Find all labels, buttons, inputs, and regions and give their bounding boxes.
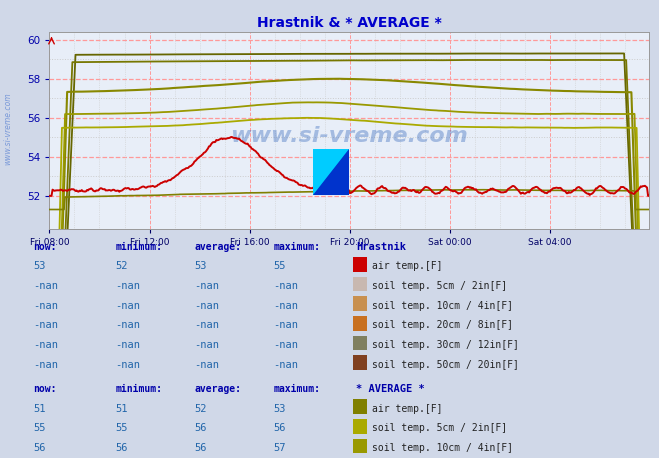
Text: 56: 56 [33, 443, 45, 453]
Text: -nan: -nan [115, 281, 140, 291]
Text: 55: 55 [273, 262, 286, 271]
Text: maximum:: maximum: [273, 242, 320, 251]
Text: * AVERAGE *: * AVERAGE * [356, 384, 424, 394]
Text: minimum:: minimum: [115, 242, 162, 251]
Text: -nan: -nan [115, 301, 140, 311]
Text: -nan: -nan [194, 360, 219, 370]
Text: -nan: -nan [194, 321, 219, 330]
Text: -nan: -nan [273, 281, 299, 291]
Text: www.si-vreme.com: www.si-vreme.com [231, 126, 468, 147]
Text: 51: 51 [33, 404, 45, 414]
Text: now:: now: [33, 384, 57, 394]
Text: -nan: -nan [194, 281, 219, 291]
Text: 51: 51 [115, 404, 128, 414]
Text: -nan: -nan [33, 281, 58, 291]
Text: -nan: -nan [273, 340, 299, 350]
Text: soil temp. 20cm / 8in[F]: soil temp. 20cm / 8in[F] [372, 321, 513, 330]
Text: -nan: -nan [194, 301, 219, 311]
Text: -nan: -nan [273, 301, 299, 311]
Text: 53: 53 [273, 404, 286, 414]
Polygon shape [313, 149, 339, 181]
Text: average:: average: [194, 384, 241, 394]
Text: 52: 52 [194, 404, 207, 414]
Text: soil temp. 5cm / 2in[F]: soil temp. 5cm / 2in[F] [372, 424, 507, 433]
Text: -nan: -nan [115, 321, 140, 330]
Text: 52: 52 [115, 262, 128, 271]
Text: air temp.[F]: air temp.[F] [372, 404, 443, 414]
Text: 56: 56 [194, 443, 207, 453]
Text: 57: 57 [273, 443, 286, 453]
Text: 56: 56 [273, 424, 286, 433]
Text: -nan: -nan [273, 321, 299, 330]
Text: www.si-vreme.com: www.si-vreme.com [3, 92, 13, 164]
Text: 56: 56 [115, 443, 128, 453]
Text: -nan: -nan [194, 340, 219, 350]
Text: 53: 53 [194, 262, 207, 271]
Text: 56: 56 [194, 424, 207, 433]
Text: -nan: -nan [33, 301, 58, 311]
Text: -nan: -nan [33, 360, 58, 370]
Polygon shape [313, 149, 349, 195]
Text: 55: 55 [115, 424, 128, 433]
Text: soil temp. 50cm / 20in[F]: soil temp. 50cm / 20in[F] [372, 360, 519, 370]
Text: soil temp. 10cm / 4in[F]: soil temp. 10cm / 4in[F] [372, 443, 513, 453]
Text: -nan: -nan [115, 360, 140, 370]
Text: -nan: -nan [115, 340, 140, 350]
Text: soil temp. 5cm / 2in[F]: soil temp. 5cm / 2in[F] [372, 281, 507, 291]
Text: soil temp. 10cm / 4in[F]: soil temp. 10cm / 4in[F] [372, 301, 513, 311]
Text: air temp.[F]: air temp.[F] [372, 262, 443, 271]
Text: soil temp. 30cm / 12in[F]: soil temp. 30cm / 12in[F] [372, 340, 519, 350]
Text: 53: 53 [33, 262, 45, 271]
Text: -nan: -nan [33, 321, 58, 330]
Polygon shape [313, 149, 349, 195]
Polygon shape [313, 149, 349, 195]
Text: 55: 55 [33, 424, 45, 433]
Text: -nan: -nan [33, 340, 58, 350]
Text: minimum:: minimum: [115, 384, 162, 394]
Text: average:: average: [194, 242, 241, 251]
Text: Hrastnik: Hrastnik [356, 242, 406, 251]
Text: -nan: -nan [273, 360, 299, 370]
Text: maximum:: maximum: [273, 384, 320, 394]
Title: Hrastnik & * AVERAGE *: Hrastnik & * AVERAGE * [257, 16, 442, 29]
Text: now:: now: [33, 242, 57, 251]
